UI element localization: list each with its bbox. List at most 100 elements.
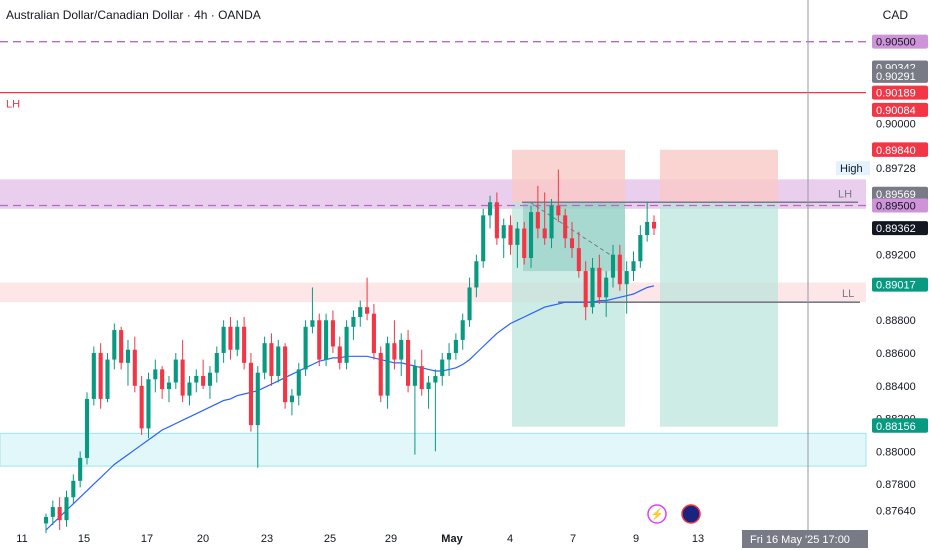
candle-body	[166, 382, 172, 390]
candle	[542, 192, 547, 245]
candle-body	[487, 202, 493, 216]
candle	[569, 221, 575, 258]
candle-body	[296, 369, 301, 396]
candle-body	[528, 212, 534, 258]
candle-body	[160, 369, 165, 390]
candle-body	[337, 346, 342, 363]
candle-body	[43, 516, 49, 524]
candle-body	[617, 254, 622, 285]
candle	[474, 254, 479, 298]
candle	[556, 169, 561, 222]
candle	[91, 346, 96, 406]
candle-body	[467, 287, 472, 321]
candle-body	[317, 320, 322, 360]
candle-body	[310, 320, 315, 327]
ll-right-label: LL	[842, 288, 854, 300]
candle-body	[119, 330, 124, 363]
candle	[426, 375, 431, 409]
candle-body	[139, 385, 144, 429]
candle	[255, 366, 260, 468]
price-tag	[872, 198, 928, 213]
candle	[494, 192, 499, 245]
candle-body	[78, 457, 83, 481]
candle	[631, 251, 636, 281]
candle	[78, 451, 83, 488]
candle	[358, 300, 363, 327]
candle-body	[84, 398, 90, 458]
candle-body	[501, 225, 506, 239]
position-stop-zone	[660, 202, 778, 427]
candle-body	[392, 343, 397, 360]
candle-body	[153, 369, 158, 380]
candle	[180, 339, 185, 403]
candle	[651, 215, 657, 236]
candle	[508, 215, 513, 255]
price-tick-label: 0.87800	[876, 479, 916, 491]
candle-body	[132, 349, 137, 386]
price-tag	[872, 161, 928, 176]
candle	[638, 225, 643, 268]
x-tick-label: 25	[324, 533, 336, 545]
candle-body	[180, 359, 185, 396]
candle-body	[406, 339, 411, 386]
candle-body	[194, 375, 199, 383]
candle	[139, 375, 144, 435]
candle-body	[597, 267, 602, 298]
candle	[289, 389, 294, 416]
candle-body	[453, 339, 458, 354]
candle	[283, 343, 288, 409]
x-tick-label: 17	[141, 533, 153, 545]
candle	[535, 185, 540, 239]
time-tag	[742, 530, 868, 548]
x-tick-label: 29	[385, 533, 397, 545]
position-target-zone	[512, 149, 625, 203]
candle	[310, 287, 315, 334]
x-tick-label: 23	[261, 533, 273, 545]
candle	[563, 208, 568, 249]
moving-average-line	[45, 285, 655, 531]
price-tag-label: 0.89500	[876, 201, 916, 213]
candle	[590, 257, 595, 314]
candle-body	[146, 379, 151, 429]
price-tag-label: 0.90189	[876, 88, 916, 100]
candle-body	[57, 507, 62, 521]
candle	[378, 346, 383, 403]
candle	[43, 513, 49, 534]
x-tick-label: 9	[633, 533, 639, 545]
price-tag	[872, 418, 928, 433]
price-tag	[872, 187, 928, 202]
high-badge	[836, 161, 870, 176]
candle-body	[242, 326, 247, 363]
candle	[583, 261, 588, 321]
candle-body	[440, 359, 445, 376]
candle	[453, 333, 458, 360]
candle	[146, 372, 151, 439]
candle-body	[556, 205, 561, 216]
candle-body	[303, 326, 308, 370]
candle	[303, 320, 308, 376]
candle	[624, 261, 629, 314]
candle	[207, 366, 213, 399]
candle	[221, 320, 226, 363]
candle	[235, 320, 240, 357]
candle	[187, 375, 192, 406]
x-tick-label: 20	[197, 533, 209, 545]
candle-body	[563, 215, 568, 239]
candle	[528, 205, 534, 268]
x-tick-label: 15	[78, 533, 90, 545]
candle-body	[535, 212, 540, 229]
candle-body	[283, 346, 288, 403]
x-tick-label: 13	[692, 533, 704, 545]
candle-body	[604, 277, 609, 298]
candle-body	[399, 339, 404, 360]
candle-body	[447, 353, 452, 360]
candle	[201, 359, 206, 390]
candle-body	[645, 221, 650, 236]
candle-body	[214, 353, 219, 373]
candle-body	[207, 372, 213, 386]
price-tag-label: 0.89569	[876, 189, 916, 201]
candle	[576, 231, 581, 278]
candle	[617, 244, 622, 291]
candle	[447, 343, 452, 376]
